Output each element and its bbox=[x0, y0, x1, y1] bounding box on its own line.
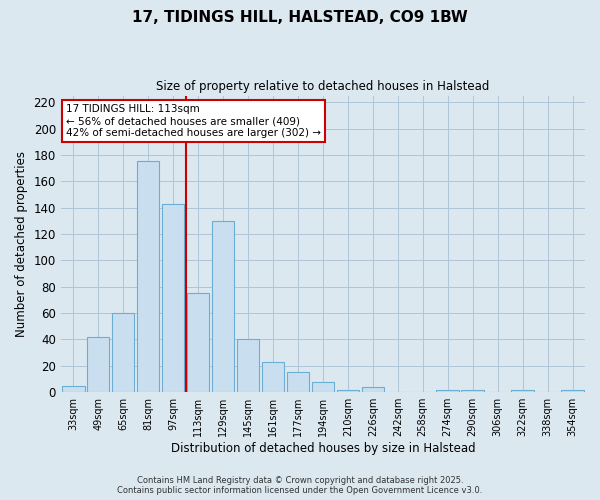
Y-axis label: Number of detached properties: Number of detached properties bbox=[15, 151, 28, 337]
Text: 17 TIDINGS HILL: 113sqm
← 56% of detached houses are smaller (409)
42% of semi-d: 17 TIDINGS HILL: 113sqm ← 56% of detache… bbox=[66, 104, 321, 138]
Text: 17, TIDINGS HILL, HALSTEAD, CO9 1BW: 17, TIDINGS HILL, HALSTEAD, CO9 1BW bbox=[132, 10, 468, 25]
Text: Contains HM Land Registry data © Crown copyright and database right 2025.
Contai: Contains HM Land Registry data © Crown c… bbox=[118, 476, 482, 495]
Bar bbox=[461, 390, 484, 392]
Bar bbox=[62, 386, 85, 392]
X-axis label: Distribution of detached houses by size in Halstead: Distribution of detached houses by size … bbox=[170, 442, 475, 455]
Bar bbox=[212, 221, 234, 392]
Bar bbox=[561, 390, 584, 392]
Bar bbox=[187, 294, 209, 392]
Bar bbox=[287, 372, 309, 392]
Bar bbox=[362, 387, 384, 392]
Bar bbox=[511, 390, 534, 392]
Bar bbox=[237, 340, 259, 392]
Bar bbox=[337, 390, 359, 392]
Bar bbox=[137, 162, 160, 392]
Bar bbox=[436, 390, 459, 392]
Bar bbox=[112, 313, 134, 392]
Bar bbox=[262, 362, 284, 392]
Bar bbox=[87, 337, 109, 392]
Bar bbox=[311, 382, 334, 392]
Title: Size of property relative to detached houses in Halstead: Size of property relative to detached ho… bbox=[156, 80, 490, 93]
Bar bbox=[162, 204, 184, 392]
